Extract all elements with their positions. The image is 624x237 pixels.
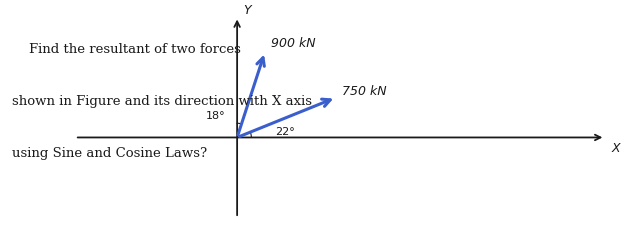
- Text: shown in Figure and its direction with X axis: shown in Figure and its direction with X…: [12, 95, 313, 108]
- Text: 750 kN: 750 kN: [342, 85, 387, 98]
- Text: Y: Y: [243, 4, 251, 17]
- Text: 22°: 22°: [276, 128, 295, 137]
- Text: 900 kN: 900 kN: [271, 37, 316, 50]
- Text: X: X: [612, 142, 620, 155]
- Text: 18°: 18°: [205, 111, 225, 121]
- Text: using Sine and Cosine Laws?: using Sine and Cosine Laws?: [12, 147, 208, 160]
- Text: Find the resultant of two forces: Find the resultant of two forces: [12, 43, 241, 56]
